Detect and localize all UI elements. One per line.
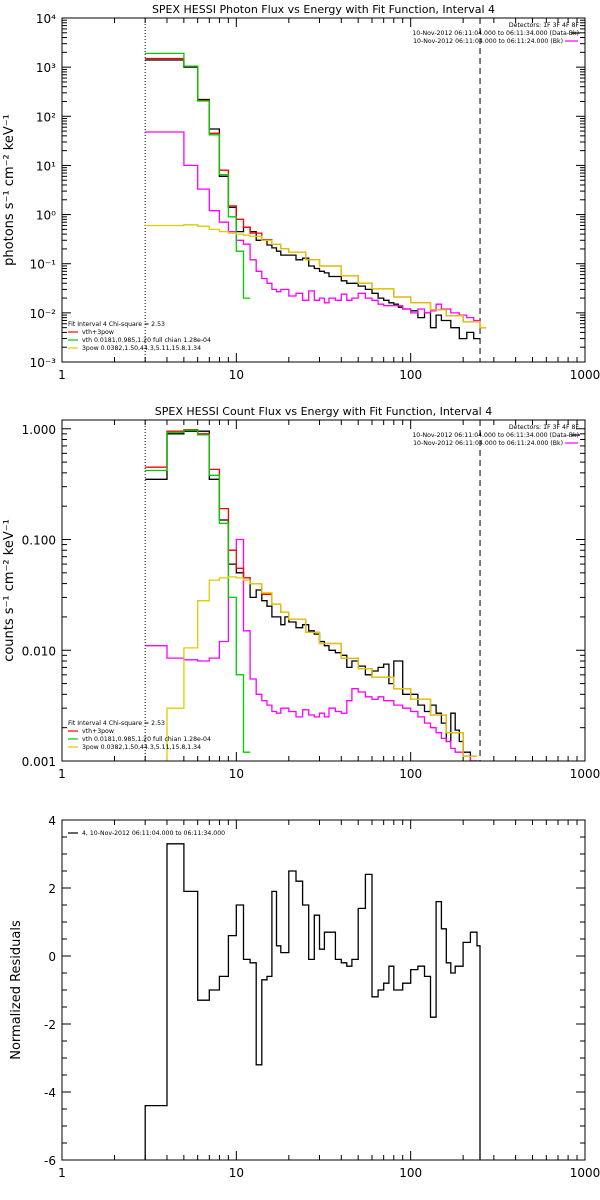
chart-panel-2: SPEX HESSI Count Flux vs Energy with Fit… (2, 405, 600, 781)
y-tick-label: 10² (36, 110, 56, 124)
chart-panel-1: SPEX HESSI Photon Flux vs Energy with Fi… (2, 3, 600, 382)
x-tick-label: 10 (229, 368, 244, 382)
legend-entry: vth+3pow (82, 329, 114, 336)
chart-panel-3: 1 10 100 1000 -6 -4 -2 0 2 4 Normalized Residuals 4… (9, 814, 600, 1180)
series-vth (145, 429, 251, 753)
plot-frame (61, 17, 586, 363)
y-tick-label: 0.010 (22, 644, 56, 658)
series-group (144, 843, 481, 1160)
series-vth (145, 52, 251, 299)
y-tick-label: 2 (48, 882, 56, 896)
x-tick-label: 10 (229, 1166, 244, 1180)
series-residuals (144, 843, 481, 1160)
y-tick-label: 1.000 (22, 423, 56, 437)
y-tick-label: -6 (44, 1154, 56, 1168)
y-tick-label: 0 (48, 950, 56, 964)
y-tick-label: 10¹ (36, 159, 56, 173)
series-model-total (145, 57, 486, 329)
series-3pow (145, 224, 486, 329)
x-tick-label: 1000 (570, 368, 600, 382)
y-tick-label: -4 (44, 1086, 56, 1100)
y-axis-label: Normalized Residuals (9, 920, 24, 1060)
legend-entry: vth 0.0181,0.985,1.20 full chian 1.28e-0… (82, 736, 211, 743)
y-tick-label: 10⁴ (36, 12, 56, 26)
series-background (145, 131, 480, 322)
y-tick-label: 10⁻¹ (30, 258, 57, 272)
legend-entry: vth+3pow (82, 728, 114, 735)
y-tick-label: -2 (44, 1018, 56, 1032)
x-tick-label: 1000 (570, 1166, 600, 1180)
x-tick-label: 100 (399, 368, 422, 382)
plot-frame (61, 819, 586, 1161)
y-tick-label: 10³ (36, 61, 56, 75)
y-tick-label: 0.001 (22, 755, 56, 769)
y-tick-label: 0.100 (22, 534, 56, 548)
axis-ticks (61, 17, 585, 363)
series-data (145, 59, 480, 340)
header-note: 10-Nov-2012 06:11:04.000 to 06:11:24.000… (413, 440, 563, 447)
x-tick-label: 100 (399, 767, 422, 781)
series-group (145, 429, 480, 761)
series-background (145, 538, 480, 761)
x-tick-label: 1000 (570, 767, 600, 781)
x-tick-label: 10 (229, 767, 244, 781)
header-note: 10-Nov-2012 06:11:04.000 to 06:11:34.000… (412, 432, 579, 439)
x-tick-label: 100 (399, 1166, 422, 1180)
series-data (145, 430, 478, 761)
chart-title: SPEX HESSI Photon Flux vs Energy with Fi… (152, 3, 495, 16)
header-note: Detectors: 1F 3F 4F 8F (509, 424, 580, 431)
legend-header: Fit Interval 4 Chi-square = 2.53 (68, 321, 165, 328)
legend-entry: 3pow 0.0382,1.50,44.3,5.11,15.8,1.34 (82, 744, 201, 751)
legend-entry: 4, 10-Nov-2012 06:11:04.000 to 06:11:34.… (82, 830, 225, 837)
series-group (145, 52, 486, 340)
series-model-total (145, 429, 477, 758)
plot-frame (61, 419, 586, 762)
x-tick-label: 1 (58, 368, 66, 382)
header-note: 10-Nov-2012 06:11:04.000 to 06:11:24.000… (413, 38, 563, 45)
header-note: Detectors: 1F 3F 4F 8F (509, 22, 580, 29)
y-axis-label: photons s⁻¹ cm⁻² keV⁻¹ (2, 114, 17, 266)
legend-header: Fit Interval 4 Chi-square = 2.53 (68, 720, 165, 727)
legend-entry: vth 0.0181,0.985,1.20 full chian 1.28e-0… (82, 337, 211, 344)
series-3pow (166, 576, 477, 761)
header-note: 10-Nov-2012 06:11:04.000 to 06:11:34.000… (412, 30, 579, 37)
axis-ticks (61, 819, 585, 1161)
y-axis-label: counts s⁻¹ cm⁻² keV⁻¹ (2, 519, 17, 662)
x-tick-label: 1 (58, 767, 66, 781)
y-tick-label: 10⁰ (36, 209, 56, 223)
x-tick-label: 1 (58, 1166, 66, 1180)
y-tick-label: 10⁻² (30, 307, 57, 321)
axis-ticks (61, 420, 585, 762)
chart-title: SPEX HESSI Count Flux vs Energy with Fit… (155, 405, 492, 418)
y-tick-label: 4 (48, 814, 56, 828)
legend-entry: 3pow 0.0382,1.50,44.3,5.11,15.8,1.34 (82, 345, 201, 352)
y-tick-label: 10⁻³ (30, 356, 57, 370)
